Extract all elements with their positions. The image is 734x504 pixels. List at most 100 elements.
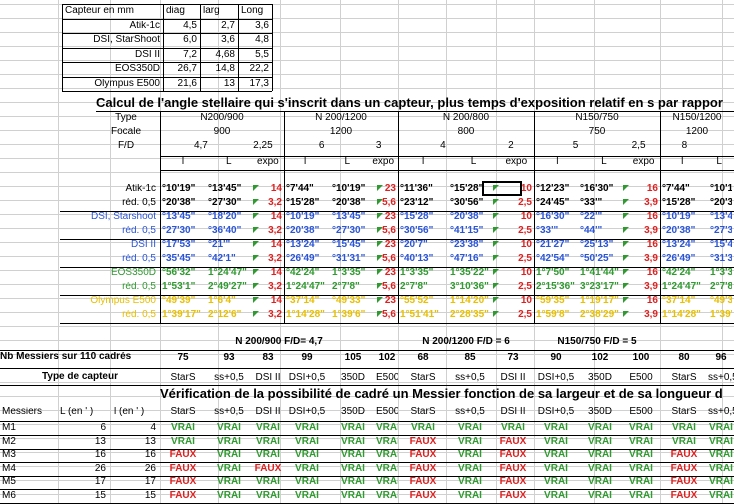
calc-value: °59'35" xyxy=(536,296,570,306)
group-border xyxy=(160,112,161,324)
sensor-larg: 4,68 xyxy=(215,49,235,60)
comment-marker xyxy=(493,255,499,261)
sensor-larg: 3,6 xyxy=(221,35,235,45)
sensor-row-border xyxy=(60,239,734,240)
calc-value: 3,9 xyxy=(644,254,658,264)
verif-value: VRAI xyxy=(672,423,696,433)
verif-value: VRAI xyxy=(544,423,568,433)
verif-type: StarS xyxy=(671,407,697,417)
gridline-h xyxy=(0,214,734,215)
comment-marker xyxy=(623,213,629,219)
calc-value: 2°7'8" xyxy=(710,282,732,292)
messier-l: 15 xyxy=(94,491,106,501)
calc-value: °42'24" xyxy=(662,268,696,278)
sub-header: l xyxy=(556,157,559,167)
calc-value: °20'7" xyxy=(400,240,428,250)
comment-marker xyxy=(253,227,259,233)
calc-value: 1°41'44" xyxy=(580,268,619,278)
comment-marker xyxy=(377,297,383,303)
comment-marker xyxy=(623,227,629,233)
sensor-name: EOS350D xyxy=(114,64,160,74)
verif-value: VRAI xyxy=(709,450,733,461)
gridline-v xyxy=(110,0,111,504)
calc-value: °15'28" xyxy=(450,184,484,194)
summary-count: 73 xyxy=(507,353,519,363)
verif-value: VRAI xyxy=(458,463,482,474)
gridline-h xyxy=(0,410,734,411)
verif-value: VRAI xyxy=(458,423,482,433)
verif-value: VRAI xyxy=(341,463,365,474)
count-label: Nb Messiers sur 110 cadrés xyxy=(0,352,132,362)
verif-value: VRAI xyxy=(295,491,319,501)
gridline-v xyxy=(496,0,497,504)
verif-value: VRAI xyxy=(376,463,398,474)
sub-header: expo xyxy=(505,157,528,167)
calc-border xyxy=(160,170,734,171)
calc-value: °15'45" xyxy=(332,240,366,250)
verif-value: FAUX xyxy=(409,463,437,474)
messiers-header: Messiers xyxy=(2,407,43,417)
verif-value: VRAI xyxy=(256,491,280,501)
sensor-long: 4,8 xyxy=(255,35,269,45)
summary-count: 96 xyxy=(715,353,727,363)
calc-value: °12'23" xyxy=(536,184,570,194)
verif-value: VRAI xyxy=(629,450,653,461)
comment-marker xyxy=(377,311,383,317)
sub-header: L xyxy=(716,157,722,167)
verif-value: FAUX xyxy=(409,436,437,447)
sensor-table-border-v xyxy=(272,4,273,91)
sensor-table-header: larg xyxy=(203,6,220,16)
calc-value: 1°51'41" xyxy=(400,310,439,320)
gridline-h xyxy=(0,312,734,313)
verif-type: E500 xyxy=(376,407,398,417)
summary-count: 102 xyxy=(591,353,609,363)
gridline-h xyxy=(0,4,734,5)
gridline-h xyxy=(0,200,734,201)
sensor-table-header: Capteur en mm xyxy=(65,6,134,16)
gridline-v xyxy=(58,0,59,504)
calc-value: 2,5 xyxy=(518,198,532,208)
verif-value: VRAI xyxy=(709,477,733,488)
calc-value: 3,9 xyxy=(644,282,658,292)
calc-value: °22'" xyxy=(580,212,603,222)
gridline-h xyxy=(0,452,734,453)
verif-value: VRAI xyxy=(588,463,612,474)
calc-value: °13'45" xyxy=(710,212,732,222)
comment-marker xyxy=(253,255,259,261)
calc-value: °24'45" xyxy=(536,198,570,208)
messier-l: 16 xyxy=(94,450,106,461)
verif-value: VRAI xyxy=(217,436,241,447)
verif-value: FAUX xyxy=(499,450,527,461)
active-cell[interactable] xyxy=(482,181,522,196)
verif-value: FAUX xyxy=(169,463,197,474)
calc-value: °10'19" xyxy=(710,184,732,194)
verif-type: ss+0,5 xyxy=(214,407,244,417)
summary-type: StarS xyxy=(671,373,697,383)
sensor-table-border-h xyxy=(62,47,272,49)
telescope-type: N 200/1200 xyxy=(315,113,367,123)
calc-value: 10 xyxy=(520,268,532,278)
calc-sensor-red: réd. 0,5 xyxy=(122,254,156,264)
gridline-h xyxy=(0,340,734,341)
verif-value: VRAI xyxy=(376,436,398,447)
summary-type: StarS xyxy=(410,373,436,383)
summary-type: StarS xyxy=(170,373,196,383)
sensor-larg: 2,7 xyxy=(221,20,235,31)
verif-value: VRAI xyxy=(295,463,319,474)
verif-row-border xyxy=(0,489,734,491)
calc-value: 2,5 xyxy=(518,226,532,236)
verif-value: VRAI xyxy=(376,477,398,488)
sensor-name: Atik-1c xyxy=(129,20,160,31)
summary-group-label: N 200/900 F/D= 4,7 xyxy=(235,337,323,347)
sensor-name: Olympus E500 xyxy=(94,78,160,89)
calc-value: °23'38" xyxy=(450,240,484,250)
type-label: Type de capteur xyxy=(42,372,118,382)
calc-value: °44'" xyxy=(580,226,603,236)
comment-marker xyxy=(493,311,499,317)
telescope-fd1: 6 xyxy=(318,141,325,151)
verif-value: VRAI xyxy=(709,423,733,433)
messier-w: 17 xyxy=(144,477,156,488)
gridline-h xyxy=(0,46,734,47)
group-border xyxy=(660,112,661,324)
